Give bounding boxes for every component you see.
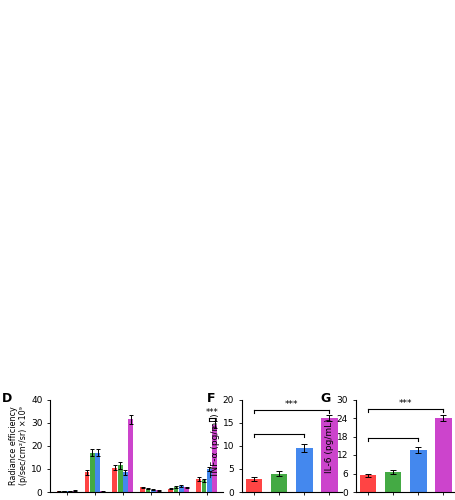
Text: D: D [2,392,12,405]
Bar [435,418,450,492]
Bar [95,452,100,492]
Bar [173,488,178,492]
Bar [359,475,375,492]
Text: G: G [320,392,330,405]
Bar [84,472,89,492]
Bar [156,490,161,492]
Bar [90,452,94,492]
Bar [146,488,150,492]
Bar [168,488,173,492]
Bar [212,425,217,492]
Text: ***: *** [284,400,298,409]
Bar [62,491,66,492]
Bar [117,466,122,492]
Bar [179,486,183,492]
Bar [246,479,262,492]
Bar [271,474,287,492]
Y-axis label: IL-6 (pg/mL): IL-6 (pg/mL) [324,418,333,473]
Bar [207,469,211,492]
Text: ***: *** [205,408,218,418]
Text: ***: *** [398,399,412,408]
Y-axis label: TNF-α (pg/mL): TNF-α (pg/mL) [210,414,219,478]
Bar [123,472,127,492]
Bar [201,480,206,492]
Bar [151,490,156,492]
Text: F: F [206,392,215,405]
Bar [410,450,425,492]
Bar [296,448,312,492]
Bar [112,468,117,492]
Bar [128,419,133,492]
Bar [72,490,77,492]
Bar [196,480,201,492]
Bar [140,488,145,492]
Y-axis label: Radiance efficiency
(p/sec/cm²/sr) ×10⁹: Radiance efficiency (p/sec/cm²/sr) ×10⁹ [9,406,28,485]
Bar [321,418,337,492]
Bar [184,488,189,492]
Bar [67,491,72,492]
Bar [384,472,400,492]
